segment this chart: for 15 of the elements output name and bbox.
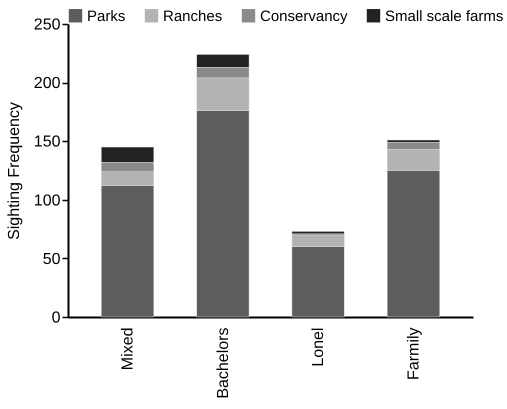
y-tick-label: 250: [34, 16, 61, 34]
x-tick-label: Mixed: [120, 328, 137, 370]
x-tick-label: Lonel: [310, 328, 328, 367]
legend-label: Parks: [87, 8, 126, 25]
legend-label: Small scale farms: [385, 8, 504, 25]
y-tick-label: 100: [34, 192, 61, 210]
y-tick-label: 200: [34, 75, 61, 92]
legend-label: Conservancy: [260, 8, 348, 25]
y-tick-label: 50: [42, 250, 61, 268]
y-axis-title: Sighting Frequency: [6, 102, 23, 240]
y-tick-label: 0: [52, 310, 61, 326]
legend-label: Ranches: [163, 8, 222, 25]
y-tick-label: 150: [34, 134, 61, 151]
x-tick-label: Bachelors: [214, 328, 232, 399]
x-tick-label: Farmily: [405, 328, 422, 380]
